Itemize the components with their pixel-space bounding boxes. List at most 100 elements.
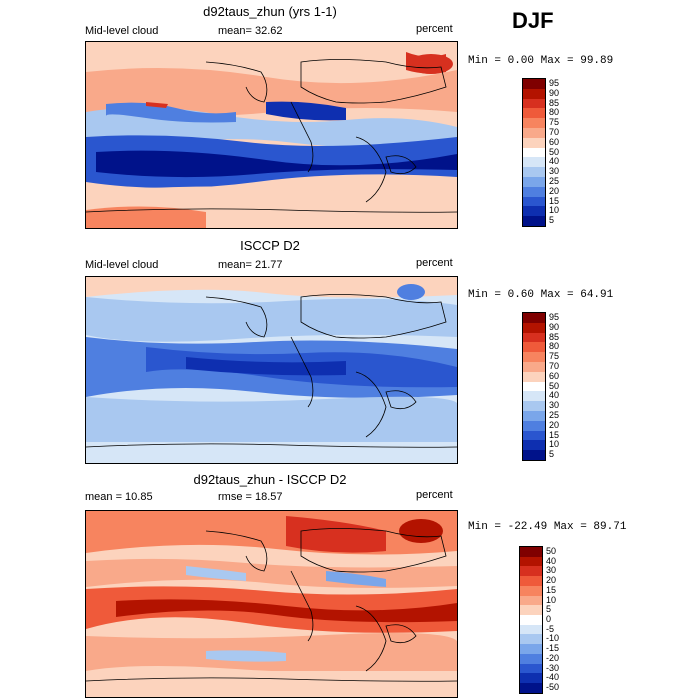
colorbar-tick-label: 95 [549, 77, 560, 88]
colorbar-tick-label: 0 [546, 614, 552, 624]
colorbar-tick-label: 15 [549, 195, 560, 206]
colorbar-tick-label: 40 [549, 390, 560, 401]
colorbar-swatch [520, 683, 542, 693]
colorbar-tick-label: 85 [549, 331, 560, 342]
colorbar-swatch [523, 176, 545, 187]
colorbar-swatch [523, 147, 545, 158]
colorbar-tick-label: 40 [549, 156, 560, 167]
panel1-map [85, 41, 458, 229]
colorbar-swatch [523, 420, 545, 431]
colorbar-swatch [523, 186, 545, 197]
colorbar-swatch [523, 352, 545, 362]
colorbar-tick-label: 15 [549, 429, 560, 440]
panel3-mean-label: mean = 10.85 [85, 491, 153, 503]
colorbar-swatch [523, 371, 545, 382]
colorbar-tick-label: 95 [549, 311, 560, 322]
colorbar-tick-label: 30 [549, 166, 560, 177]
colorbar-tick-label: 90 [549, 321, 560, 332]
colorbar-tick-label: 10 [549, 439, 560, 450]
colorbar-tick-label: 80 [549, 107, 560, 118]
colorbar-swatch [520, 547, 542, 557]
colorbar-tick-label: 10 [549, 205, 560, 216]
colorbar-swatch [523, 332, 545, 343]
colorbar-tick-label: 20 [549, 185, 560, 196]
colorbar-tick-label: -15 [546, 643, 560, 654]
panel2-variable-label: Mid-level cloud [85, 259, 159, 271]
colorbar-swatch [520, 605, 542, 616]
colorbar-tick-label: 75 [549, 117, 560, 128]
colorbar-swatch [523, 167, 545, 177]
colorbar-tick-label: 90 [549, 87, 560, 98]
colorbar-swatch [523, 322, 545, 333]
colorbar-swatch [523, 118, 545, 128]
colorbar-tick-label: 50 [549, 380, 560, 391]
colorbar-swatch [523, 450, 545, 460]
colorbar-swatch [520, 634, 542, 645]
colorbar-swatch [520, 673, 542, 684]
season-label: DJF [512, 8, 554, 33]
colorbar-tick-label: 80 [549, 341, 560, 352]
panel3-minmax-label: Min = -22.49 Max = 89.71 [468, 521, 627, 533]
colorbar-swatch [523, 313, 545, 323]
panel3-title: d92taus_zhun - ISCCP D2 [193, 472, 347, 487]
colorbar-tick-label: 30 [546, 565, 557, 576]
colorbar-swatch [523, 342, 545, 353]
colorbar-swatch [523, 108, 545, 119]
colorbar-swatch [523, 98, 545, 109]
colorbar-swatch [523, 206, 545, 217]
panel3-colorbar: 50 40 30 20 15 10 5 0 -5 -10 -15 -20 -30 -40 -50 [519, 546, 559, 694]
colorbar-swatch [523, 216, 545, 226]
panel3-rmse-label: rmse = 18.57 [218, 491, 283, 503]
colorbar-tick-label: 5 [549, 449, 555, 460]
colorbar-tick-label: 5 [546, 604, 552, 615]
colorbar-swatch [523, 391, 545, 402]
colorbar-swatch [520, 644, 542, 654]
colorbar-tick-label: -50 [546, 682, 560, 693]
colorbar-tick-label: 5 [549, 215, 555, 226]
colorbar-tick-label: 40 [546, 555, 557, 566]
panel1-title: d92taus_zhun (yrs 1-1) [203, 4, 337, 19]
colorbar-swatch [523, 137, 545, 148]
colorbar-swatch [520, 556, 542, 567]
colorbar-swatch [520, 566, 542, 577]
panel2-minmax-label: Min = 0.60 Max = 64.91 [468, 289, 614, 301]
colorbar-swatch [520, 595, 542, 606]
colorbar-swatch [523, 157, 545, 168]
colorbar-tick-label: 25 [549, 175, 560, 186]
panel2-units-label: percent [416, 257, 453, 269]
colorbar-swatch [520, 615, 542, 625]
panel1-variable-label: Mid-level cloud [85, 25, 159, 37]
colorbar-swatch [523, 410, 545, 421]
panel1-units-label: percent [416, 23, 453, 35]
colorbar-tick-label: 70 [549, 360, 560, 371]
panel1-mean-label: mean= 32.62 [218, 25, 283, 37]
colorbar-swatch [520, 576, 542, 586]
colorbar-swatch [523, 196, 545, 207]
colorbar-swatch [520, 585, 542, 596]
panel1-colorbar: 95 90 85 80 75 70 60 50 40 30 25 20 15 10 5 [522, 78, 559, 227]
colorbar-swatch [523, 79, 545, 89]
colorbar-tick-label: -30 [546, 662, 560, 673]
colorbar-tick-label: 60 [549, 370, 560, 381]
colorbar-swatch [520, 624, 542, 635]
panel2-title: ISCCP D2 [240, 238, 300, 253]
colorbar-swatch [520, 653, 542, 664]
colorbar-tick-label: 50 [549, 146, 560, 157]
panel2-mean-label: mean= 21.77 [218, 259, 283, 271]
colorbar-tick-label: 20 [549, 419, 560, 430]
colorbar-tick-label: 85 [549, 97, 560, 108]
panel3-units-label: percent [416, 489, 453, 501]
colorbar-tick-label: 10 [546, 594, 557, 605]
colorbar-tick-label: -40 [546, 672, 560, 683]
colorbar-tick-label: 70 [549, 126, 560, 137]
colorbar-tick-label: 15 [546, 584, 557, 595]
panel3-map [85, 510, 458, 698]
colorbar-tick-label: -5 [546, 623, 555, 634]
colorbar-swatch [520, 663, 542, 674]
colorbar-tick-label: 75 [549, 351, 560, 362]
colorbar-swatch [523, 381, 545, 392]
panel2-colorbar: 95 90 85 80 75 70 60 50 40 30 25 20 15 10 5 [522, 312, 559, 461]
colorbar-tick-label: 60 [549, 136, 560, 147]
colorbar-tick-label: 30 [549, 400, 560, 411]
colorbar-swatch [523, 401, 545, 411]
